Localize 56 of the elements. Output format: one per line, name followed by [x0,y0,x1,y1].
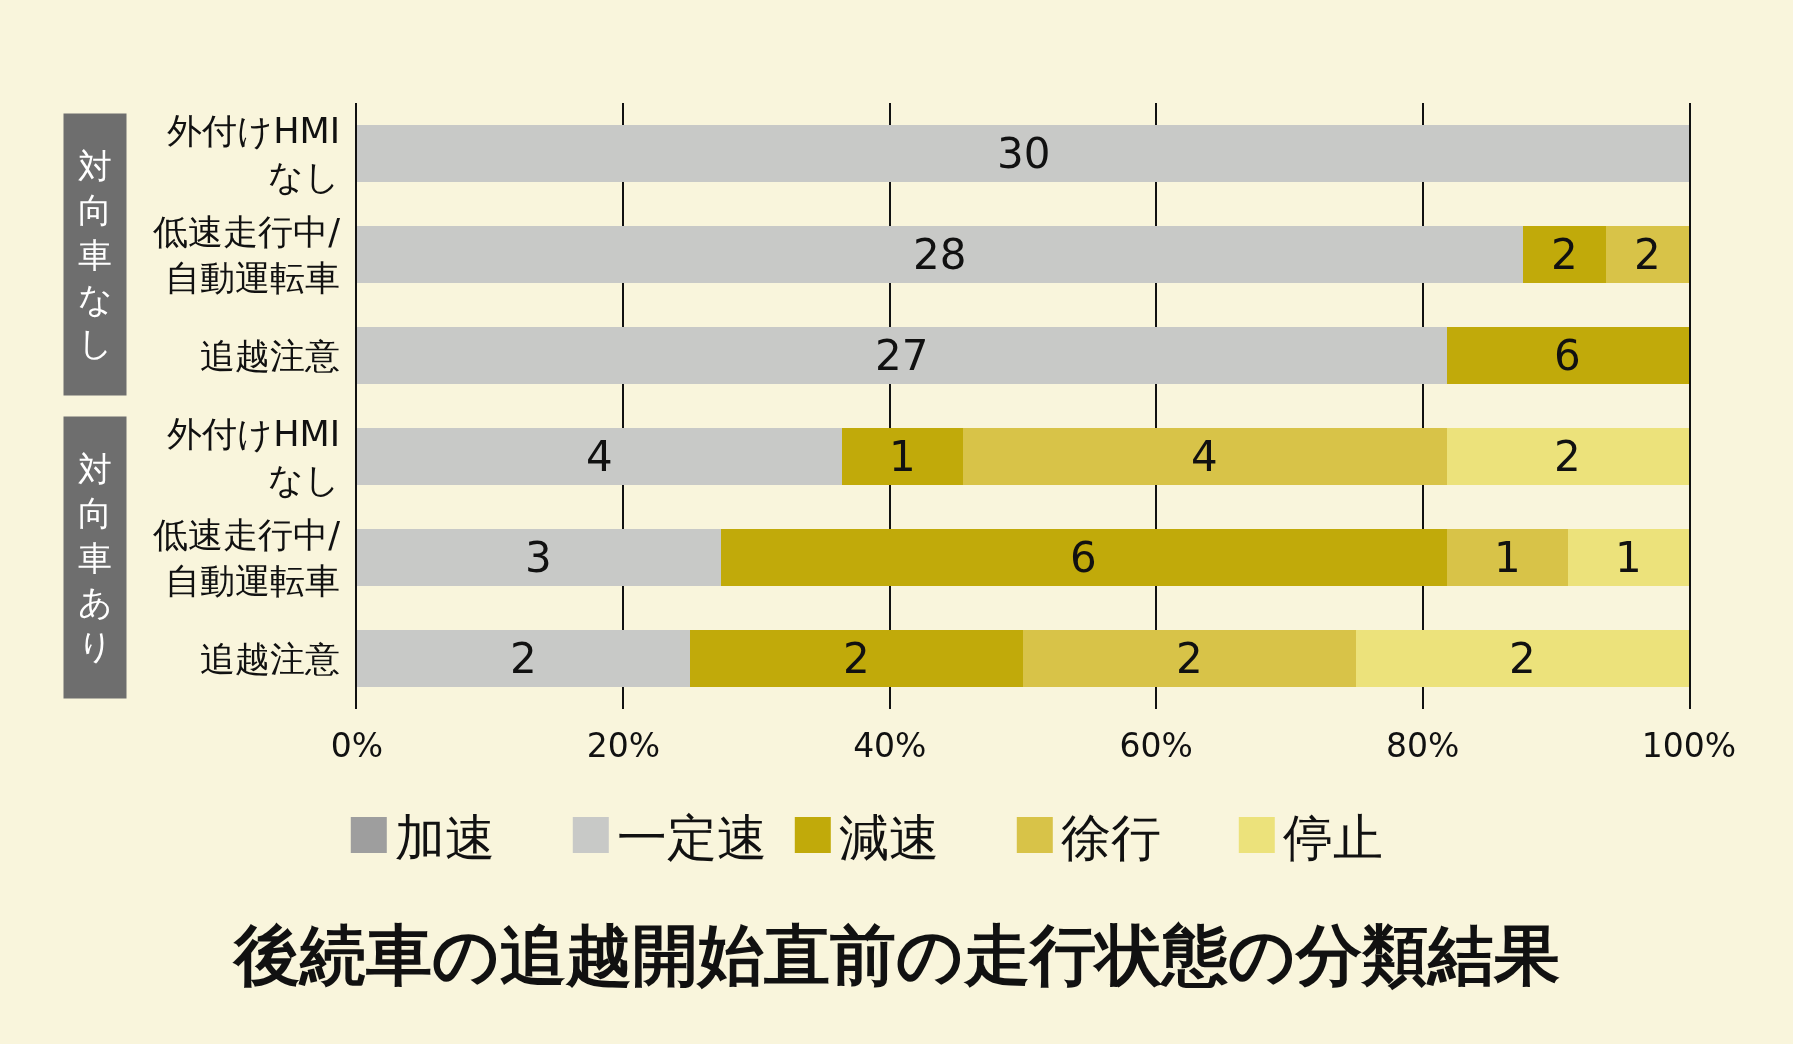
annotation: 2 [1554,432,1581,481]
annotation: 4 [586,432,613,481]
annotation: 1 [889,432,916,481]
annotation: 27 [875,331,929,380]
x-tick-label: 100% [1641,726,1737,765]
annotation: 6 [1554,331,1581,380]
legend-label: 停止 [1282,808,1383,867]
annotation: 2 [843,634,870,683]
annotation: 30 [997,129,1051,178]
y-tick-label: 低速走行中/ 自動運転車 [153,212,341,298]
legend-label: 加速 [394,808,495,867]
bar [357,528,721,587]
bar [1522,225,1607,284]
y-tick-label: 外付けHMI なし [167,111,340,197]
x-tick-label: 0% [330,726,384,765]
legend-label: 減速 [838,808,939,867]
x-tick-label: 20% [586,726,661,765]
bar [720,528,1447,587]
bar [357,427,842,486]
bar [1567,528,1689,587]
y-tick-label: 追越注意 [200,335,340,376]
annotation: 2 [1551,230,1578,279]
annotation: 2 [1176,634,1203,683]
annotation: 2 [1509,634,1536,683]
annotation: 2 [510,634,537,683]
annotation: 6 [1070,533,1097,582]
text: 後続車の追越開始直前の走行状態の分類結果 [231,917,1560,995]
y-tick-label: 低速走行中/ 自動運転車 [153,515,341,601]
bar [690,629,1023,688]
y-axis-title: 対向車なし [77,146,113,363]
legend-label: 一定速 [616,808,767,867]
x-tick-label: 40% [853,726,927,765]
bar [1023,629,1356,688]
annotation: 1 [1615,533,1642,582]
y-tick-label: 外付けHMI なし [167,414,340,500]
bar [1606,225,1689,284]
y-axis-title: 対向車あり [77,449,113,666]
bar [1356,629,1689,688]
annotation: 3 [525,533,552,582]
bar [357,326,1447,385]
annotation: 1 [1494,533,1521,582]
legend-label: 徐行 [1060,808,1161,867]
bar [1446,427,1689,486]
y-tick-label: 追越注意 [200,638,340,679]
bar [1446,326,1689,385]
annotation: 4 [1191,432,1218,481]
bar [357,629,690,688]
bar [841,427,964,486]
bar [357,124,1689,183]
bar [357,225,1523,284]
annotation: 28 [913,230,967,279]
bar [963,427,1447,486]
bar [1446,528,1568,587]
x-tick-label: 80% [1385,726,1460,765]
x-tick-label: 60% [1119,726,1193,765]
annotation: 2 [1634,230,1661,279]
